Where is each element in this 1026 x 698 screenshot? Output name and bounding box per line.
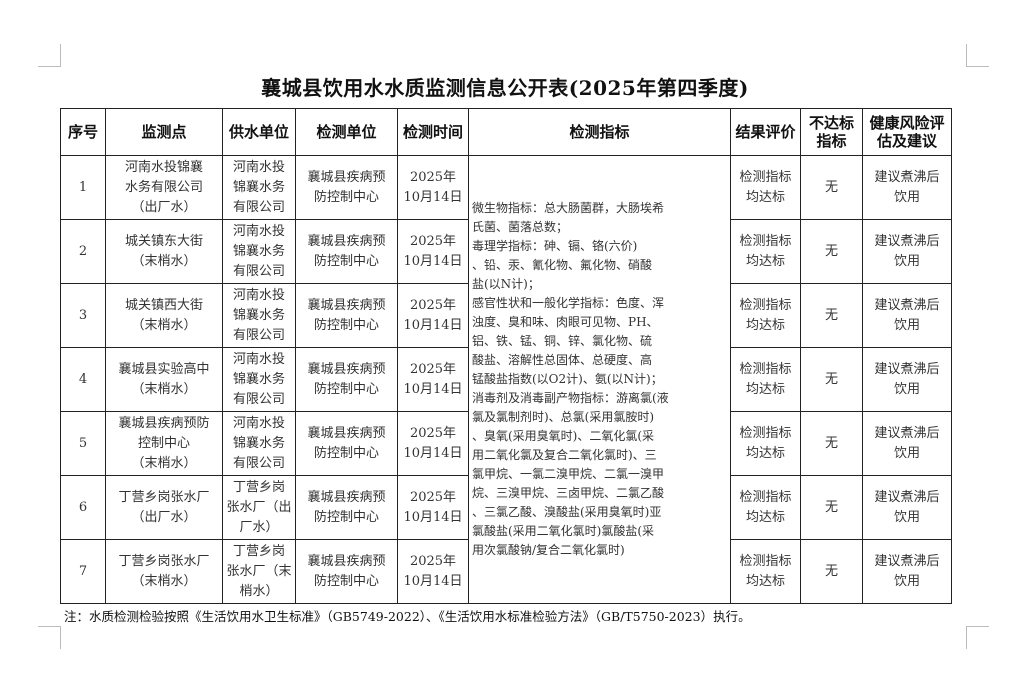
header-point: 监测点 xyxy=(105,108,223,156)
cell-lab: 襄城县疾病预 防控制中心 xyxy=(295,411,398,476)
cell-supplier: 丁营乡岗 张水厂（末 梢水） xyxy=(222,539,296,604)
header-advice: 健康风险评 估及建议 xyxy=(862,108,952,156)
cell-fail: 无 xyxy=(800,219,863,284)
cell-time: 2025年 10月14日 xyxy=(397,155,469,220)
cell-fail: 无 xyxy=(800,283,863,348)
cell-point: 城关镇东大街 （末梢水） xyxy=(105,219,223,284)
cell-result: 检测指标 均达标 xyxy=(730,155,801,220)
cell-lab: 襄城县疾病预 防控制中心 xyxy=(295,539,398,604)
cell-time: 2025年 10月14日 xyxy=(397,539,469,604)
cell-result: 检测指标 均达标 xyxy=(730,347,801,412)
cell-no: 2 xyxy=(60,219,106,284)
cell-result: 检测指标 均达标 xyxy=(730,475,801,540)
table-header-row: 序号 监测点 供水单位 检测单位 检测时间 检测指标 结果评价 不达标 指标 健… xyxy=(60,108,952,156)
cell-advice: 建议煮沸后 饮用 xyxy=(862,219,952,284)
header-no: 序号 xyxy=(60,108,106,156)
cell-advice: 建议煮沸后 饮用 xyxy=(862,347,952,412)
cell-time: 2025年 10月14日 xyxy=(397,283,469,348)
cell-supplier: 河南水投 锦襄水务 有限公司 xyxy=(222,347,296,412)
table-row: 7 丁营乡岗张水厂 （末梢水） 丁营乡岗 张水厂（末 梢水） 襄城县疾病预 防控制中心… xyxy=(60,539,952,604)
water-quality-table: 序号 监测点 供水单位 检测单位 检测时间 检测指标 结果评价 不达标 指标 健… xyxy=(60,108,952,604)
cell-time: 2025年 10月14日 xyxy=(397,411,469,476)
crop-mark xyxy=(966,626,989,649)
cell-point: 襄城县实验高中 （末梢水） xyxy=(105,347,223,412)
cell-result: 检测指标 均达标 xyxy=(730,411,801,476)
cell-result: 检测指标 均达标 xyxy=(730,539,801,604)
cell-advice: 建议煮沸后 饮用 xyxy=(862,411,952,476)
document-title: 襄城县饮用水水质监测信息公开表(2025年第四季度) xyxy=(261,76,749,100)
cell-no: 7 xyxy=(60,539,106,604)
cell-no: 1 xyxy=(60,155,106,220)
cell-result: 检测指标 均达标 xyxy=(730,283,801,348)
header-lab: 检测单位 xyxy=(295,108,398,156)
table-row: 4 襄城县实验高中 （末梢水） 河南水投 锦襄水务 有限公司 襄城县疾病预 防控制中心… xyxy=(60,347,952,412)
cell-fail: 无 xyxy=(800,347,863,412)
cell-no: 4 xyxy=(60,347,106,412)
cell-point: 襄城县疾病预防 控制中心 （末梢水） xyxy=(105,411,223,476)
crop-mark xyxy=(38,626,61,649)
header-time: 检测时间 xyxy=(397,108,469,156)
cell-fail: 无 xyxy=(800,155,863,220)
cell-indicators: 微生物指标：总大肠菌群，大肠埃希 氏菌、菌落总数； 毒理学指标：砷、镉、铬(六价… xyxy=(468,155,731,604)
cell-lab: 襄城县疾病预 防控制中心 xyxy=(295,283,398,348)
cell-lab: 襄城县疾病预 防控制中心 xyxy=(295,347,398,412)
cell-supplier: 河南水投 锦襄水务 有限公司 xyxy=(222,411,296,476)
table-row: 3 城关镇西大街 （末梢水） 河南水投 锦襄水务 有限公司 襄城县疾病预 防控制中心 2… xyxy=(60,283,952,348)
cell-advice: 建议煮沸后 饮用 xyxy=(862,155,952,220)
cell-lab: 襄城县疾病预 防控制中心 xyxy=(295,155,398,220)
cell-lab: 襄城县疾病预 防控制中心 xyxy=(295,475,398,540)
crop-mark xyxy=(966,44,989,67)
cell-supplier: 河南水投 锦襄水务 有限公司 xyxy=(222,155,296,220)
table-row: 5 襄城县疾病预防 控制中心 （末梢水） 河南水投 锦襄水务 有限公司 襄城县疾病预 … xyxy=(60,411,952,476)
cell-no: 3 xyxy=(60,283,106,348)
cell-point: 丁营乡岗张水厂 （出厂水） xyxy=(105,475,223,540)
cell-no: 6 xyxy=(60,475,106,540)
cell-advice: 建议煮沸后 饮用 xyxy=(862,539,952,604)
cell-point: 城关镇西大街 （末梢水） xyxy=(105,283,223,348)
cell-no: 5 xyxy=(60,411,106,476)
cell-time: 2025年 10月14日 xyxy=(397,475,469,540)
header-result: 结果评价 xyxy=(730,108,801,156)
table-row: 1 河南水投锦襄 水务有限公司 （出厂水） 河南水投 锦襄水务 有限公司 襄城县疾病预… xyxy=(60,155,952,604)
cell-lab: 襄城县疾病预 防控制中心 xyxy=(295,219,398,284)
cell-supplier: 河南水投 锦襄水务 有限公司 xyxy=(222,283,296,348)
header-fail: 不达标 指标 xyxy=(800,108,863,156)
cell-advice: 建议煮沸后 饮用 xyxy=(862,283,952,348)
header-supplier: 供水单位 xyxy=(222,108,296,156)
cell-fail: 无 xyxy=(800,411,863,476)
cell-fail: 无 xyxy=(800,475,863,540)
table-row: 6 丁营乡岗张水厂 （出厂水） 丁营乡岗 张水厂（出 厂水） 襄城县疾病预 防控制中心… xyxy=(60,475,952,540)
cell-supplier: 河南水投 锦襄水务 有限公司 xyxy=(222,219,296,284)
header-indicators: 检测指标 xyxy=(468,108,731,156)
cell-time: 2025年 10月14日 xyxy=(397,219,469,284)
cell-result: 检测指标 均达标 xyxy=(730,219,801,284)
cell-time: 2025年 10月14日 xyxy=(397,347,469,412)
cell-point: 河南水投锦襄 水务有限公司 （出厂水） xyxy=(105,155,223,220)
cell-supplier: 丁营乡岗 张水厂（出 厂水） xyxy=(222,475,296,540)
cell-point: 丁营乡岗张水厂 （末梢水） xyxy=(105,539,223,604)
footnote: 注：水质检测检验按照《生活饮用水卫生标准》（GB5749-2022）、《生活饮用… xyxy=(64,609,751,624)
crop-mark xyxy=(38,44,61,67)
cell-advice: 建议煮沸后 饮用 xyxy=(862,475,952,540)
cell-fail: 无 xyxy=(800,539,863,604)
